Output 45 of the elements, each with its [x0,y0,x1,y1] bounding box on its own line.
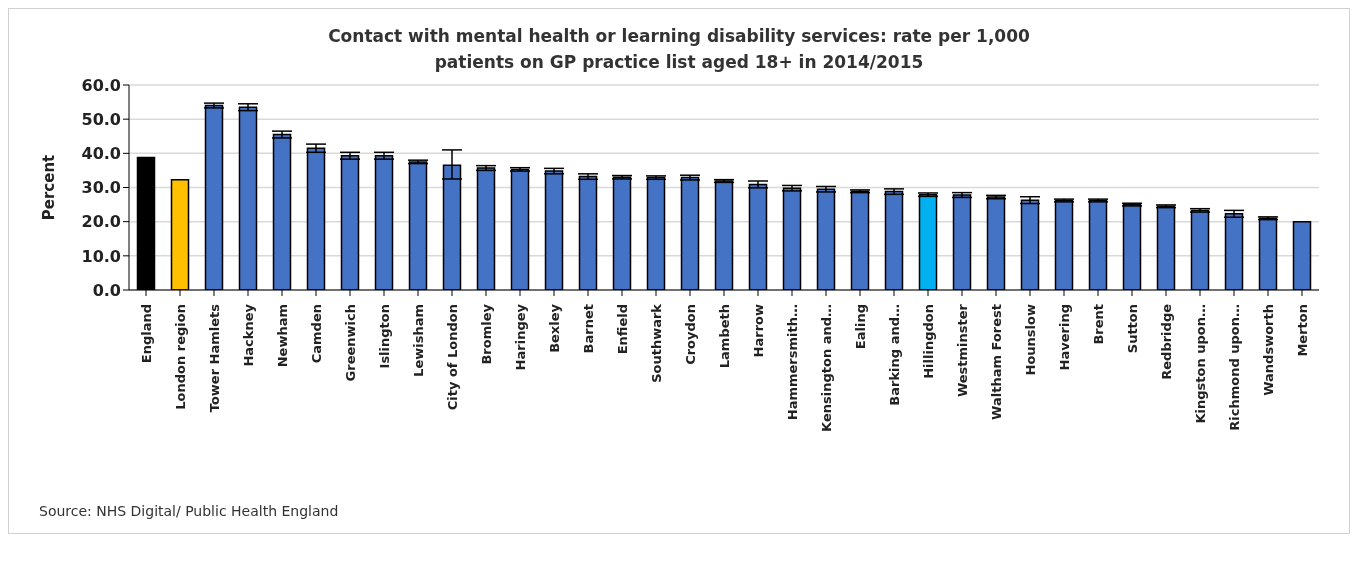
x-tick-label: Hounslow [1022,304,1038,376]
x-tick-label: England [138,304,154,364]
x-tick-label: Kensington and… [818,304,834,432]
x-tick-label: Southwark [648,303,664,383]
x-tick-label: Brent [1090,304,1106,345]
x-tick-label: Camden [308,304,324,364]
x-tick-label: City of London [444,304,460,411]
x-tick-label: Hackney [240,303,256,367]
x-tick-label: Bexley [546,303,562,353]
x-tick-label: Greenwich [342,304,358,382]
x-tick-label: Havering [1056,304,1072,371]
x-tick-label: Lewisham [410,304,426,377]
x-tick-label: Tower Hamlets [206,303,222,413]
y-tick-label: 50.0 [81,109,121,129]
x-tick-label: Wandsworth [1260,304,1276,396]
x-tick-label: Lambeth [716,304,732,369]
source-note: Source: NHS Digital/ Public Health England [38,502,340,521]
x-tick-label: Hammersmith… [784,304,800,421]
x-tick-label: Kingston upon… [1192,304,1208,424]
x-tick-label: Waltham Forest [988,304,1004,420]
x-tick-label: Barking and… [886,304,902,406]
y-tick-label: 30.0 [81,178,121,198]
x-tick-label: Croydon [682,304,698,365]
y-tick-label: 20.0 [81,212,121,232]
x-tick-label: Westminster [954,303,970,398]
x-tick-label: Newham [274,304,290,368]
chart-title: Contact with mental health or learning disability services: rate per 1,000 patients on GP practice list aged 18+ in 2014/2015 [327,25,1031,74]
x-tick-label: Islington [376,304,392,369]
x-tick-label: Haringey [512,303,528,371]
x-tick-label: Enfield [614,304,630,355]
x-tick-label: Hillingdon [920,304,936,379]
y-tick-label: 40.0 [81,144,121,164]
y-tick-label: 0.0 [92,280,121,300]
x-tick-label: Barnet [580,304,596,354]
x-tick-label: Merton [1294,304,1310,357]
y-tick-label: 10.0 [81,246,121,266]
x-tick-label: Ealing [852,304,868,350]
x-tick-label: Harrow [750,304,766,358]
x-tick-label: Richmond upon… [1226,304,1242,431]
x-tick-label: Redbridge [1158,303,1174,380]
y-tick-label: 60.0 [81,75,121,95]
x-tick-label: Bromley [478,303,494,365]
y-axis-title: Percent [40,154,59,221]
x-tick-label: London region [172,304,188,410]
x-tick-label: Sutton [1124,304,1140,354]
